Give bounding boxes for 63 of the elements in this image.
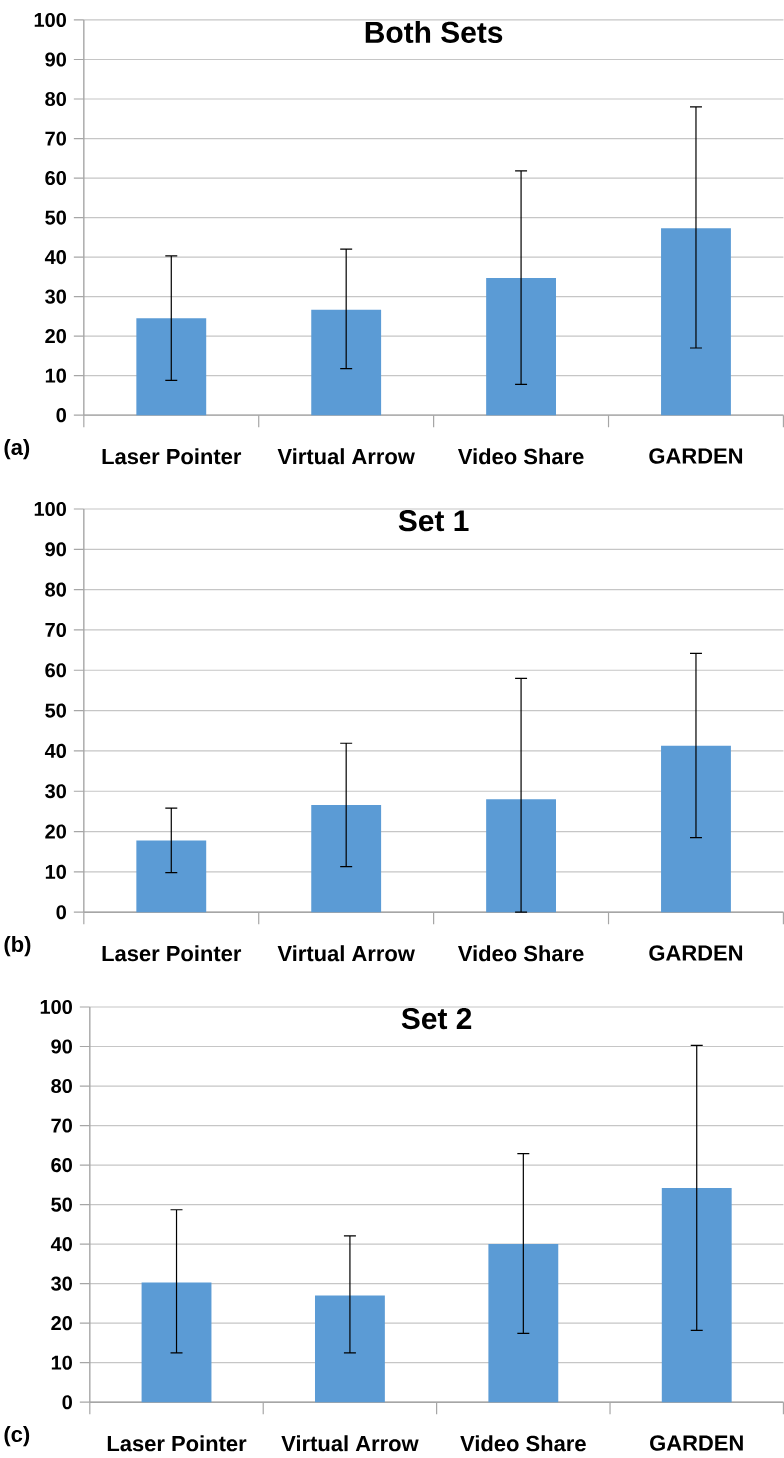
y-tick-label: 60 — [51, 1158, 72, 1173]
text: (b) — [4, 935, 31, 957]
y-tick-label: 80 — [51, 1078, 72, 1094]
y-tick-label: 70 — [51, 1118, 72, 1133]
y-tick-label: 50 — [45, 210, 66, 225]
y-tick-label: 80 — [45, 582, 66, 597]
x-tick-label: Virtual Arrow — [281, 1435, 419, 1452]
y-tick-label: 10 — [51, 1355, 72, 1370]
x-tick-label: Virtual Arrow — [277, 945, 415, 962]
y-tick-label: 80 — [45, 91, 66, 107]
y-tick-label: 100 — [34, 12, 66, 28]
y-tick-label: 60 — [45, 170, 66, 186]
chart-title: Both Sets — [365, 20, 503, 43]
x-tick-label: Laser Pointer — [107, 1435, 247, 1452]
y-tick-label: 0 — [62, 1395, 72, 1410]
y-tick-label: 30 — [44, 784, 66, 799]
y-tick-label: 60 — [45, 663, 66, 678]
x-tick-label: GARDEN — [649, 448, 742, 464]
bar — [311, 309, 381, 416]
y-tick-label: 50 — [51, 1197, 72, 1212]
chart-title: Set 1 — [398, 510, 469, 532]
bar — [141, 1282, 212, 1403]
x-tick-label: Video Share — [457, 945, 584, 962]
y-tick-label: 30 — [44, 289, 66, 304]
bar — [485, 278, 556, 416]
y-tick-label: 100 — [40, 999, 72, 1015]
chart-title: Set 2 — [401, 1007, 471, 1030]
x-tick-label: Video Share — [457, 448, 584, 465]
text: (a) — [4, 438, 29, 460]
y-tick-label: 20 — [45, 824, 66, 839]
y-tick-label: 40 — [44, 250, 66, 265]
x-tick-label: Video Share — [460, 1435, 586, 1452]
x-tick-label: GARDEN — [649, 1435, 743, 1451]
y-tick-label: 70 — [45, 131, 66, 146]
y-tick-label: 0 — [56, 905, 66, 920]
text: (c) — [4, 1425, 29, 1447]
x-tick-label: Laser Pointer — [102, 448, 241, 465]
bar — [660, 228, 731, 416]
y-tick-label: 90 — [45, 542, 66, 557]
x-tick-label: GARDEN — [649, 945, 742, 961]
x-tick-label: Laser Pointer — [102, 945, 241, 962]
y-tick-label: 100 — [34, 501, 66, 517]
bar — [660, 745, 731, 913]
bar — [136, 318, 207, 416]
y-tick-label: 10 — [45, 368, 66, 383]
y-tick-label: 90 — [45, 52, 66, 67]
y-tick-label: 10 — [45, 864, 66, 879]
y-tick-label: 40 — [44, 743, 66, 758]
bar — [314, 1295, 385, 1403]
bar — [485, 799, 556, 913]
bar — [136, 840, 207, 913]
y-tick-label: 30 — [50, 1276, 72, 1291]
x-tick-label: Virtual Arrow — [277, 448, 415, 465]
y-tick-label: 20 — [45, 329, 66, 344]
bar — [488, 1244, 559, 1403]
y-tick-label: 50 — [45, 703, 66, 718]
y-tick-label: 90 — [51, 1039, 72, 1054]
y-tick-label: 0 — [56, 408, 66, 423]
y-tick-label: 70 — [45, 622, 66, 638]
bar — [661, 1188, 732, 1403]
y-tick-label: 40 — [50, 1237, 72, 1252]
bar — [311, 804, 381, 913]
y-tick-label: 20 — [51, 1316, 72, 1331]
